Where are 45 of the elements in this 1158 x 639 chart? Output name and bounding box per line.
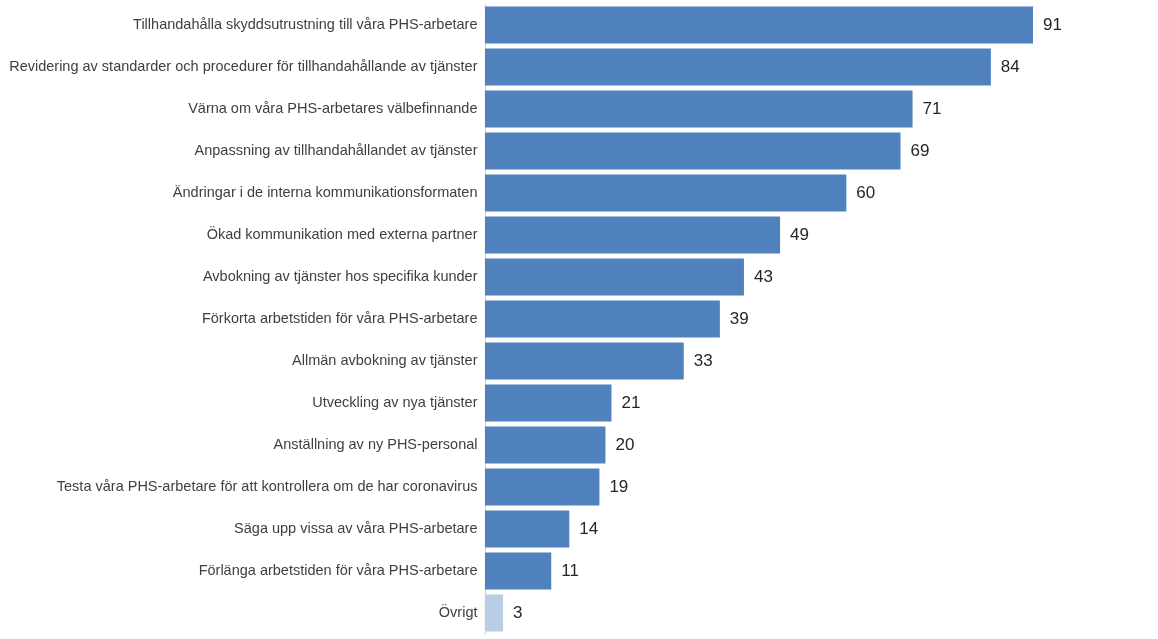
y-tick-label: Revidering av standarder och procedurer för tillhandahållande av tjänster — [9, 58, 478, 74]
y-tick-label: Ökad kommunikation med externa partner — [206, 225, 478, 242]
bar — [485, 132, 901, 170]
bar — [485, 594, 504, 632]
y-tick-label: Ändringar i de interna kommunikationsformaten — [172, 184, 478, 200]
bar — [485, 426, 606, 464]
bar — [485, 552, 552, 590]
data-label: 21 — [621, 393, 641, 412]
data-label: 69 — [910, 141, 930, 160]
bar — [485, 258, 744, 296]
data-label: 11 — [561, 561, 579, 580]
y-tick-label: Tillhandahålla skyddsutrustning till våra PHS-arbetare — [133, 16, 478, 32]
data-label: 84 — [1000, 57, 1020, 76]
data-label: 39 — [729, 309, 749, 328]
bar — [485, 48, 991, 86]
data-label: 33 — [693, 351, 713, 370]
data-label: 60 — [856, 183, 876, 202]
bar — [485, 384, 612, 422]
y-tick-label: Anställning av ny PHS-personal — [273, 436, 478, 452]
data-label: 71 — [922, 99, 942, 118]
bar — [485, 510, 570, 548]
y-tick-label: Allmän avbokning av tjänster — [292, 352, 478, 368]
y-tick-label: Förlänga arbetstiden för våra PHS-arbetare — [198, 562, 478, 578]
data-label: 43 — [753, 267, 773, 286]
y-tick-label: Värna om våra PHS-arbetares välbefinnande — [188, 100, 478, 116]
bar — [485, 300, 720, 338]
y-tick-label: Anpassning av tillhandahållandet av tjänster — [194, 142, 478, 158]
y-tick-label: Testa våra PHS-arbetare för att kontrollera om de har coronavirus — [56, 478, 478, 494]
y-tick-label: Utveckling av nya tjänster — [312, 394, 478, 410]
bar — [485, 216, 781, 254]
y-tick-label: Övrigt — [438, 603, 478, 620]
bar — [485, 174, 847, 212]
y-tick-label: Förkorta arbetstiden för våra PHS-arbetare — [201, 310, 478, 326]
data-label: 49 — [790, 225, 809, 244]
bar — [485, 90, 913, 128]
data-label: 20 — [615, 435, 635, 454]
data-label: 14 — [579, 519, 599, 538]
y-tick-label: Avbokning av tjänster hos specifika kunder — [202, 268, 478, 284]
bar — [485, 342, 684, 380]
bar — [485, 468, 600, 506]
y-tick-label: Säga upp vissa av våra PHS-arbetare — [234, 520, 478, 536]
data-label: 3 — [513, 603, 523, 622]
data-label: 19 — [609, 477, 629, 496]
data-label: 91 — [1043, 15, 1062, 34]
bar — [485, 6, 1033, 44]
